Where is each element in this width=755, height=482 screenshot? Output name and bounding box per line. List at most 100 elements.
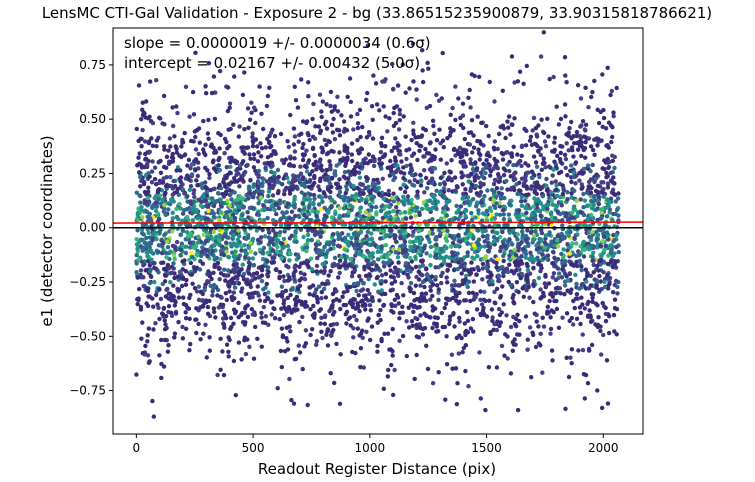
data-point	[139, 227, 145, 232]
data-point	[470, 197, 476, 202]
data-point	[330, 305, 335, 310]
data-point	[457, 319, 462, 324]
data-point	[283, 157, 288, 162]
data-point	[411, 309, 416, 315]
data-point	[308, 256, 314, 261]
data-point	[152, 279, 157, 285]
data-point	[270, 193, 276, 198]
data-point	[226, 335, 231, 340]
data-point	[542, 130, 547, 136]
data-point	[237, 163, 243, 168]
data-point	[616, 213, 621, 218]
data-point	[206, 136, 211, 141]
data-point	[242, 335, 248, 340]
data-point	[387, 251, 392, 256]
data-point	[586, 346, 592, 352]
data-point	[563, 214, 569, 219]
data-point	[458, 122, 464, 128]
data-point	[237, 177, 242, 182]
data-point	[615, 196, 621, 201]
data-point	[404, 319, 409, 324]
data-point	[202, 287, 207, 293]
data-point	[283, 172, 289, 177]
data-point	[352, 246, 358, 251]
data-point	[289, 397, 294, 403]
data-point	[180, 259, 185, 264]
data-point	[443, 397, 448, 402]
data-point	[501, 207, 506, 213]
data-point	[182, 153, 187, 158]
data-point	[488, 330, 493, 335]
data-point	[255, 144, 260, 149]
data-point	[401, 114, 406, 119]
data-point	[163, 212, 168, 217]
data-point	[160, 312, 166, 317]
data-point	[215, 293, 220, 298]
data-point	[531, 115, 537, 121]
data-point	[232, 285, 238, 290]
data-point	[483, 228, 488, 233]
data-point	[482, 244, 487, 249]
data-point	[229, 278, 234, 283]
data-point	[578, 321, 583, 327]
data-point	[502, 195, 507, 201]
data-point	[240, 205, 246, 210]
data-point	[329, 175, 335, 181]
data-point	[355, 305, 360, 310]
data-point	[433, 274, 438, 280]
data-point	[436, 297, 441, 303]
data-point	[368, 308, 373, 313]
data-point	[331, 242, 336, 247]
data-point	[178, 168, 183, 173]
data-point	[492, 139, 497, 144]
data-point	[523, 198, 528, 203]
data-point	[576, 348, 581, 353]
data-point	[278, 240, 283, 246]
data-point	[541, 324, 547, 329]
data-point	[207, 298, 212, 304]
data-point	[239, 357, 244, 362]
data-point	[287, 188, 292, 193]
data-point	[478, 297, 483, 302]
data-point	[278, 229, 283, 235]
data-point	[410, 233, 415, 238]
data-point	[401, 293, 406, 298]
data-point	[390, 195, 395, 201]
data-point	[236, 300, 241, 306]
data-point	[208, 144, 214, 149]
data-point	[484, 152, 489, 158]
data-point	[609, 88, 615, 94]
data-point	[214, 255, 220, 261]
data-point	[407, 179, 412, 184]
data-point	[468, 270, 474, 276]
data-point	[567, 251, 572, 256]
data-point	[155, 211, 160, 216]
data-point	[137, 193, 142, 198]
data-point	[504, 150, 510, 155]
data-point	[205, 279, 210, 284]
data-point	[319, 145, 324, 150]
data-point	[383, 114, 388, 119]
data-point	[341, 174, 346, 179]
data-point	[447, 318, 452, 323]
data-point	[389, 281, 395, 286]
data-point	[200, 304, 206, 309]
data-point	[430, 217, 435, 222]
data-point	[396, 127, 402, 132]
data-point	[378, 208, 384, 214]
data-point	[255, 336, 260, 341]
data-point	[573, 160, 579, 165]
data-point	[560, 235, 565, 240]
data-point	[366, 316, 371, 321]
data-point	[218, 248, 224, 254]
data-point	[172, 275, 177, 281]
data-point	[193, 147, 199, 152]
data-point	[350, 158, 355, 164]
data-point	[600, 72, 605, 77]
data-point	[297, 178, 302, 183]
data-point	[361, 365, 366, 370]
data-point	[160, 251, 165, 256]
data-point	[554, 193, 560, 198]
data-point	[166, 207, 171, 212]
data-point	[267, 139, 272, 145]
